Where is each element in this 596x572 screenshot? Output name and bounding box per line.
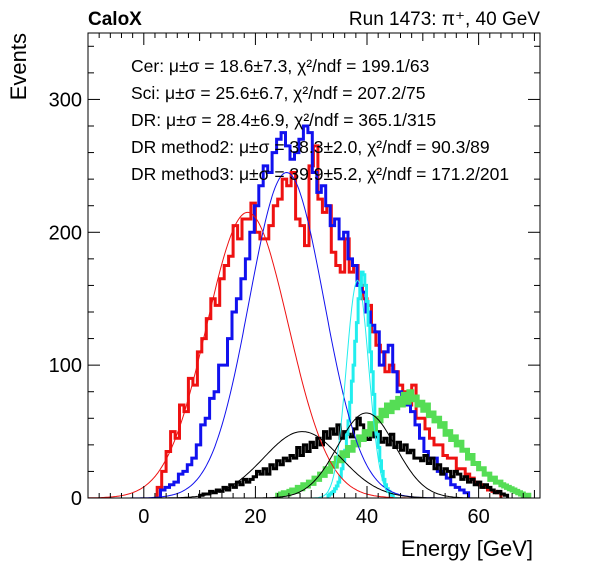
y-tick-label: 100: [49, 355, 82, 377]
x-axis-title: Energy [GeV]: [401, 536, 533, 561]
stats-line-1: Sci: μ±σ = 25.6±6.7, χ²/ndf = 207.2/75: [131, 83, 425, 103]
gaussian-fit-1: [88, 171, 540, 498]
brand-title: CaloX: [88, 9, 142, 30]
x-tick-label: 60: [467, 506, 489, 528]
stats-box: Cer: μ±σ = 18.6±7.3, χ²/ndf = 199.1/63 Sc…: [131, 56, 509, 184]
plot-frame: [87, 32, 541, 499]
y-tick-label: 200: [49, 222, 82, 244]
histogram-series-3: [326, 270, 395, 498]
run-label: Run 1473: π⁺, 40 GeV: [349, 9, 540, 30]
histogram-series-1: [159, 124, 471, 498]
stats-line-0: Cer: μ±σ = 18.6±7.3, χ²/ndf = 199.1/63: [131, 56, 429, 76]
histogram-series-2: [198, 416, 510, 498]
histogram-series-4: [275, 389, 532, 498]
histogram-series-0: [155, 144, 503, 498]
y-tick-label: 300: [49, 89, 82, 111]
stats-line-4: DR method3: μ±σ = 39.9±5.2, χ²/ndf = 171…: [131, 164, 509, 184]
x-tick-label: 0: [138, 506, 149, 528]
x-tick-label: 40: [356, 506, 378, 528]
x-tick-label: 20: [244, 506, 266, 528]
stats-line-3: DR method2: μ±σ = 38.3±2.0, χ²/ndf = 90.…: [131, 137, 490, 157]
ticks-layer: 0 20 40 60 0 100 200 300: [49, 33, 540, 528]
y-tick-label: 0: [71, 488, 82, 510]
fit-layer: [88, 171, 540, 498]
stats-line-2: DR: μ±σ = 28.4±6.9, χ²/ndf = 365.1/315: [131, 110, 436, 130]
gaussian-fit-0: [88, 211, 540, 498]
y-axis-title: Events: [6, 33, 31, 100]
